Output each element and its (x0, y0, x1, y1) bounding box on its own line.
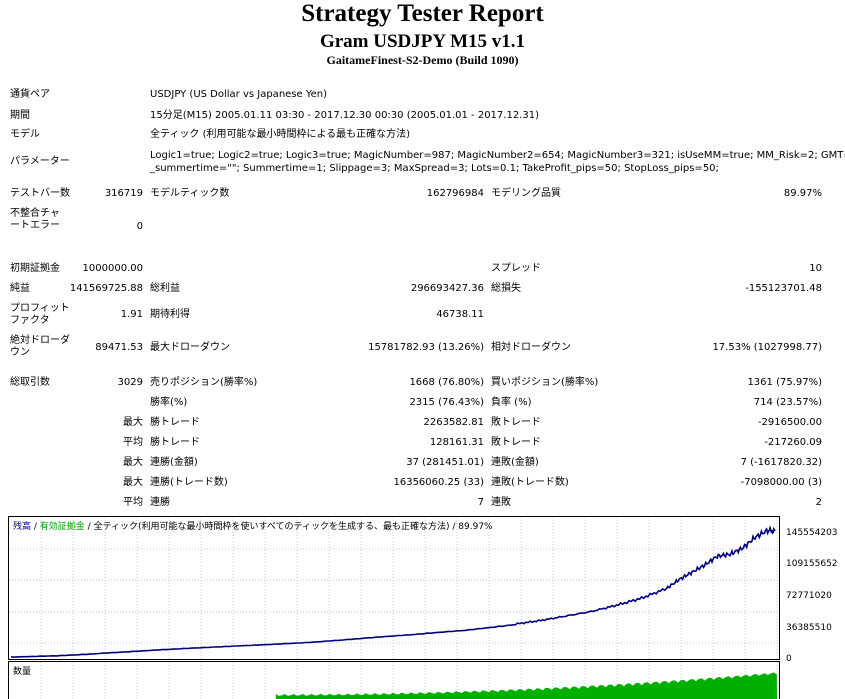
largest-loss-label: 敗トレード (491, 417, 541, 428)
balance-chart-svg (9, 517, 779, 659)
short-label: 売りポジション(勝率%) (150, 377, 258, 388)
net-value: 141569725.88 (69, 283, 143, 294)
y-tick-label: 109155652 (786, 559, 838, 569)
max-dd-value: 15781782.93 (13.26%) (368, 342, 484, 353)
volume-chart: 数量 (8, 661, 780, 699)
abs-dd-label: 絶対ドローダウン (10, 335, 70, 358)
max-cons-losses-money-label: 連敗(金額) (491, 457, 539, 468)
mismatch-label: 不整合チャートエラー (10, 208, 60, 231)
gross-profit-value: 296693427.36 (410, 283, 484, 294)
avg-cons-losses-value: 2 (815, 497, 822, 508)
largest-loss-value: -2916500.00 (757, 417, 822, 428)
gross-profit-label: 総利益 (150, 283, 180, 294)
y-tick-label: 36385510 (786, 623, 832, 633)
max-cons-wins-money-label: 連勝(金額) (150, 457, 198, 468)
spread-value: 10 (809, 263, 822, 274)
deposit-value: 1000000.00 (82, 263, 143, 274)
long-value: 1361 (75.97%) (747, 377, 822, 388)
volume-label: 数量 (13, 667, 32, 677)
max-cons-profit-value: 16356060.25 (33) (393, 477, 484, 488)
period-value: 15分足(M15) 2005.01.11 03:30 - 2017.12.30 … (150, 110, 539, 121)
max-cons-loss-value: -7098000.00 (3) (740, 477, 822, 488)
mismatch-value: 0 (136, 221, 143, 232)
max-cons-losses-money-value: 7 (-1617820.32) (740, 457, 822, 468)
avg-win-label: 勝トレード (150, 437, 200, 448)
maximal-label: 最大 (123, 477, 143, 488)
report-server: GaitameFinest-S2-Demo (Build 1090) (326, 53, 519, 67)
short-value: 1668 (76.80%) (409, 377, 484, 388)
total-value: 3029 (117, 377, 143, 388)
report-subtitle: Gram USDJPY M15 v1.1 (319, 31, 526, 52)
pf-label: プロフィットファクタ (10, 303, 70, 326)
quality-value: 89.97% (783, 188, 822, 199)
largest-label: 最大 (123, 417, 143, 428)
expected-value: 46738.11 (436, 309, 484, 320)
avg-cons-wins-label: 連勝 (150, 497, 170, 508)
max-cons-loss-label: 連敗(トレード数) (491, 477, 569, 488)
avg-loss-label: 敗トレード (491, 437, 541, 448)
y-tick-label: 72771020 (786, 591, 832, 601)
report-title: Strategy Tester Report (301, 0, 544, 27)
avg-cons-label: 平均 (123, 497, 143, 508)
deposit-label: 初期証拠金 (10, 263, 60, 274)
rel-dd-label: 相対ドローダウン (491, 342, 571, 353)
abs-dd-value: 89471.53 (95, 342, 143, 353)
ticks-value: 162796984 (426, 188, 484, 199)
params-line1: Logic1=true; Logic2=true; Logic3=true; M… (150, 150, 845, 161)
spread-label: スプレッド (491, 263, 541, 274)
legend-sep-2: / (84, 522, 94, 532)
avg-cons-losses-label: 連敗 (491, 497, 511, 508)
legend-equity: 有効証拠金 (39, 522, 85, 532)
max-cons-wins-money-value: 37 (281451.01) (406, 457, 484, 468)
legend-model: 全ティック(利用可能な最小時間枠を使いすべてのティックを生成する、最も正確な方法… (93, 522, 450, 532)
chart-legend: 残高 / 有効証拠金 / 全ティック(利用可能な最小時間枠を使いすべてのティック… (13, 519, 493, 532)
expected-label: 期待利得 (150, 309, 190, 320)
pair-value: USDJPY (US Dollar vs Japanese Yen) (150, 89, 328, 100)
average-label: 平均 (123, 437, 143, 448)
volume-chart-svg (40, 662, 778, 699)
period-label: 期間 (10, 110, 30, 121)
params-label: パラメーター (10, 156, 70, 167)
legend-sep-3: / (449, 522, 459, 532)
total-label: 総取引数 (10, 377, 50, 388)
pair-label: 通貨ペア (10, 89, 50, 100)
quality-label: モデリング品質 (491, 188, 561, 199)
net-label: 純益 (10, 283, 30, 294)
balance-chart: 残高 / 有効証拠金 / 全ティック(利用可能な最小時間枠を使いすべてのティック… (8, 516, 780, 660)
legend-sep-1: / (31, 522, 40, 532)
avg-cons-wins-value: 7 (477, 497, 484, 508)
pf-value: 1.91 (120, 309, 143, 320)
largest-win-value: 2263582.81 (423, 417, 484, 428)
bars-value: 316719 (104, 188, 143, 199)
y-tick-label: 0 (786, 654, 792, 664)
winrate-value: 2315 (76.43%) (409, 397, 484, 408)
lossrate-label: 負率 (%) (491, 397, 532, 408)
ticks-label: モデルティック数 (150, 188, 230, 199)
maximum-label: 最大 (123, 457, 143, 468)
volume-area (275, 672, 777, 699)
gross-loss-value: -155123701.48 (745, 283, 822, 294)
rel-dd-value: 17.53% (1027998.77) (712, 342, 822, 353)
model-label: モデル (10, 129, 40, 140)
model-value: 全ティック (利用可能な最小時間枠による最も正確な方法) (150, 129, 411, 140)
gross-loss-label: 総損失 (491, 283, 521, 294)
balance-line (10, 525, 776, 658)
avg-loss-value: -217260.09 (764, 437, 822, 448)
legend-balance: 残高 (13, 522, 32, 532)
y-tick-label: 145554203 (786, 528, 838, 538)
max-cons-profit-label: 連勝(トレード数) (150, 477, 228, 488)
long-label: 買いポジション(勝率%) (491, 377, 599, 388)
avg-win-value: 128161.31 (429, 437, 484, 448)
largest-win-label: 勝トレード (150, 417, 200, 428)
legend-quality: 89.97% (458, 522, 493, 532)
bars-label: テストバー数 (10, 188, 70, 199)
params-line2: _summertime=""; Summertime=1; Slippage=3… (150, 163, 719, 174)
max-dd-label: 最大ドローダウン (150, 342, 230, 353)
winrate-label: 勝率(%) (150, 397, 188, 408)
lossrate-value: 714 (23.57%) (753, 397, 822, 408)
